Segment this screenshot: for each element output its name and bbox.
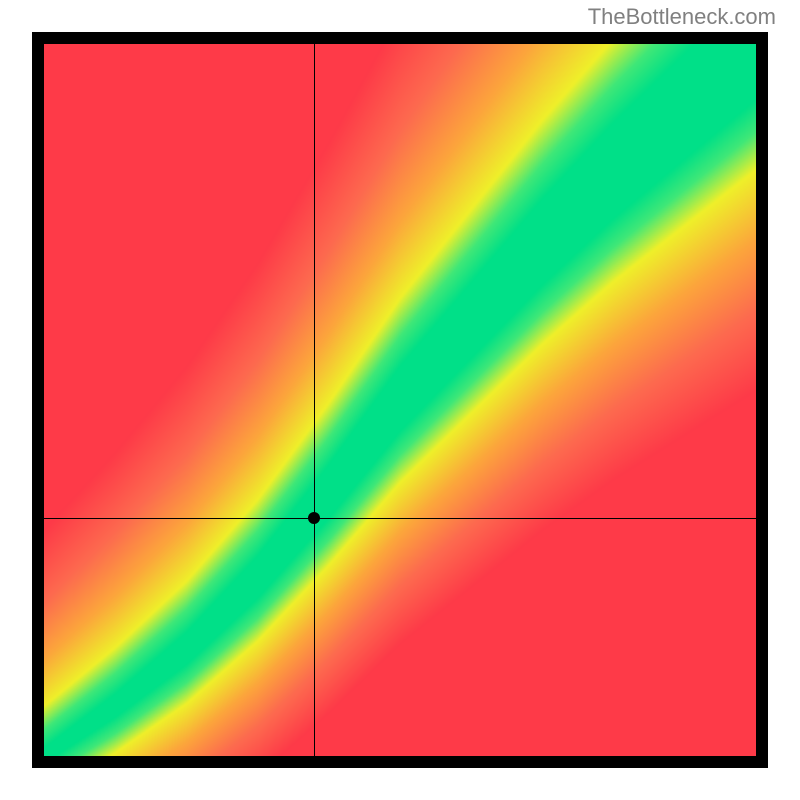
chart-container: TheBottleneck.com [0,0,800,800]
chart-frame [32,32,768,768]
heatmap-plot [44,44,756,756]
crosshair-vertical [314,44,315,756]
heatmap-canvas [44,44,756,756]
watermark-text: TheBottleneck.com [588,4,776,30]
crosshair-horizontal [44,518,756,519]
crosshair-marker [308,512,320,524]
